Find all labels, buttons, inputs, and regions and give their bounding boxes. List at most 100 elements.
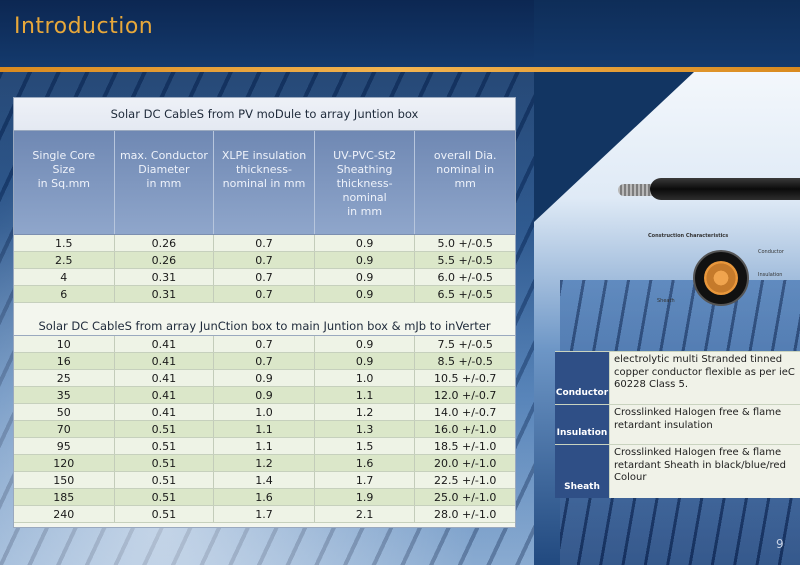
- col-head-sheathing-thickness: UV-PVC-St2 Sheathing thickness-nominal i…: [315, 131, 416, 234]
- table-cell: 50: [14, 404, 115, 420]
- table-cell: 0.9: [315, 353, 416, 369]
- table-cell: 0.7: [214, 269, 315, 285]
- table-row: 50 0.41 1.0 1.2 14.0 +/-0.7: [14, 404, 515, 421]
- table-cell: 28.0 +/-1.0: [434, 508, 497, 521]
- page-header: [0, 0, 534, 68]
- construction-text: electrolytic multi Stranded tinned coppe…: [609, 352, 800, 404]
- table-row: 150 0.51 1.4 1.7 22.5 +/-1.0: [14, 472, 515, 489]
- construction-row-conductor: Conductor electrolytic multi Stranded tin…: [555, 351, 800, 404]
- table-cell: 0.31: [115, 286, 215, 302]
- table-cell: 0.9: [315, 286, 416, 302]
- col-head-conductor-diameter: max. Conductor Diameter in mm: [115, 131, 215, 234]
- table-row: 185 0.51 1.6 1.9 25.0 +/-1.0: [14, 489, 515, 506]
- cable-image: [650, 178, 800, 200]
- figure-label-sheath: Sheath: [657, 298, 675, 304]
- table-cell: 10.5 +/-0.7: [434, 372, 497, 385]
- table-row: 120 0.51 1.2 1.6 20.0 +/-1.0: [14, 455, 515, 472]
- cable-spec-table: Solar DC CableS from PV moDule to array …: [13, 97, 516, 528]
- right-header-band: [534, 0, 800, 68]
- table-cell: 0.7: [214, 353, 315, 369]
- table-cell: 1.0: [214, 404, 315, 420]
- table1-body: 1.5 0.26 0.7 0.9 5.0 +/-0.5 2.5 0.26 0.7 0.9 5.5 …: [14, 235, 515, 303]
- page-title: Introduction: [14, 14, 154, 39]
- cable-conductor-image: [618, 184, 654, 196]
- table-cell: 2.1: [315, 506, 416, 522]
- table-row: 16 0.41 0.7 0.9 8.5 +/-0.5: [14, 353, 515, 370]
- table-cell: 1.5: [14, 235, 115, 251]
- page-number: 9: [776, 537, 784, 551]
- table-cell: 0.41: [115, 336, 215, 352]
- table-cell: 1.7: [315, 472, 416, 488]
- construction-label: Conductor: [555, 352, 609, 404]
- table-cell: 4: [14, 269, 115, 285]
- table-cell: 0.51: [115, 421, 215, 437]
- table-cell: 25.0 +/-1.0: [434, 491, 497, 504]
- construction-label: Sheath: [555, 445, 609, 498]
- table-cell: 1.9: [315, 489, 416, 505]
- table-cell: 150: [14, 472, 115, 488]
- table2-body: 10 0.41 0.7 0.9 7.5 +/-0.5 16 0.41 0.7 0.9 8.5 +/…: [14, 336, 515, 523]
- table-cell: 0.9: [315, 269, 416, 285]
- table-cell: 0.9: [315, 235, 416, 251]
- table-cell: 95: [14, 438, 115, 454]
- table-cell: 6.5 +/-0.5: [437, 288, 493, 301]
- col-head-overall-diameter: overall Dia. nominal in mm: [433, 149, 497, 190]
- table-cell: 0.7: [214, 336, 315, 352]
- table-row: 6 0.31 0.7 0.9 6.5 +/-0.5: [14, 286, 515, 303]
- table-cell: 0.26: [115, 235, 215, 251]
- figure-label-conductor: Conductor: [758, 249, 784, 255]
- table-cell: 22.5 +/-1.0: [434, 474, 497, 487]
- table-cell: 5.0 +/-0.5: [437, 237, 493, 250]
- table-column-headers: Single Core Size in Sq.mm max. Conductor…: [14, 131, 515, 235]
- col-head-size: Single Core Size in Sq.mm: [14, 131, 115, 234]
- figure-label-insulation: Insulation: [758, 272, 783, 278]
- table-cell: 1.6: [214, 489, 315, 505]
- table-row: 35 0.41 0.9 1.1 12.0 +/-0.7: [14, 387, 515, 404]
- table-cell: 0.26: [115, 252, 215, 268]
- table-cell: 18.5 +/-1.0: [434, 440, 497, 453]
- table-cell: 240: [14, 506, 115, 522]
- table-cell: 6: [14, 286, 115, 302]
- table-cell: 0.7: [214, 235, 315, 251]
- table-cell: 70: [14, 421, 115, 437]
- table-cell: 0.41: [115, 404, 215, 420]
- table-cell: 0.7: [214, 286, 315, 302]
- construction-row-insulation: Insulation Crosslinked Halogen free & fla…: [555, 404, 800, 444]
- table-cell: 1.6: [315, 455, 416, 471]
- table-cell: 12.0 +/-0.7: [434, 389, 497, 402]
- table-cell: 0.51: [115, 506, 215, 522]
- table-cell: 1.7: [214, 506, 315, 522]
- orange-divider: [0, 67, 800, 72]
- table-cell: 0.41: [115, 370, 215, 386]
- construction-table: Conductor electrolytic multi Stranded tin…: [555, 351, 800, 498]
- table-cell: 8.5 +/-0.5: [437, 355, 493, 368]
- table-cell: 1.0: [315, 370, 416, 386]
- table-row: 240 0.51 1.7 2.1 28.0 +/-1.0: [14, 506, 515, 523]
- table-cell: 25: [14, 370, 115, 386]
- table-cell: 1.5: [315, 438, 416, 454]
- table-cell: 0.31: [115, 269, 215, 285]
- table-cell: 6.0 +/-0.5: [437, 271, 493, 284]
- table-cell: 1.1: [214, 421, 315, 437]
- table-cell: 0.41: [115, 387, 215, 403]
- table-cell: 5.5 +/-0.5: [437, 254, 493, 267]
- table-row: 70 0.51 1.1 1.3 16.0 +/-1.0: [14, 421, 515, 438]
- table-row: 2.5 0.26 0.7 0.9 5.5 +/-0.5: [14, 252, 515, 269]
- table-cell: 1.1: [315, 387, 416, 403]
- table-cell: 0.9: [214, 387, 315, 403]
- table-cell: 0.51: [115, 455, 215, 471]
- table-cell: 0.7: [214, 252, 315, 268]
- table-cell: 20.0 +/-1.0: [434, 457, 497, 470]
- table-cell: 16: [14, 353, 115, 369]
- construction-text: Crosslinked Halogen free & flame retarda…: [609, 405, 800, 444]
- construction-text: Crosslinked Halogen free & flame retarda…: [609, 445, 800, 498]
- table-cell: 0.9: [315, 336, 416, 352]
- table-cell: 120: [14, 455, 115, 471]
- table-cell: 1.3: [315, 421, 416, 437]
- table-cell: 0.9: [214, 370, 315, 386]
- figure-caption: Construction Characteristics: [648, 233, 729, 239]
- table-row: 10 0.41 0.7 0.9 7.5 +/-0.5: [14, 336, 515, 353]
- table-cell: 14.0 +/-0.7: [434, 406, 497, 419]
- table-row: 1.5 0.26 0.7 0.9 5.0 +/-0.5: [14, 235, 515, 252]
- table-cell: 1.2: [214, 455, 315, 471]
